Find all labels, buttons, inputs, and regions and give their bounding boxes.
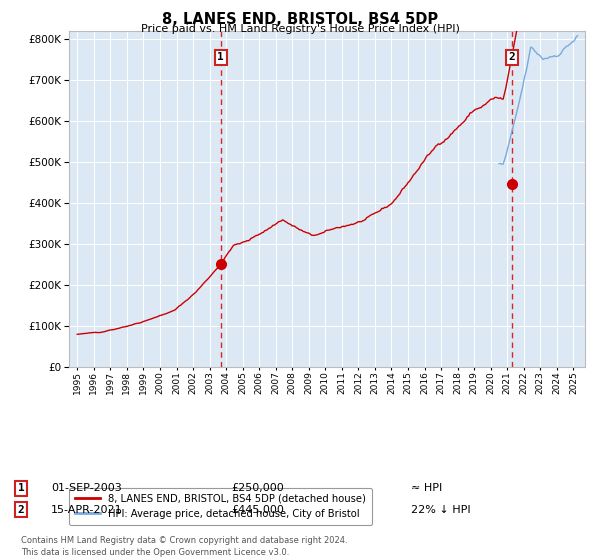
Text: 2: 2 <box>17 505 25 515</box>
Text: Contains HM Land Registry data © Crown copyright and database right 2024.
This d: Contains HM Land Registry data © Crown c… <box>21 536 347 557</box>
Text: £445,000: £445,000 <box>231 505 284 515</box>
Text: 1: 1 <box>217 53 224 62</box>
Text: £250,000: £250,000 <box>231 483 284 493</box>
Text: 1: 1 <box>17 483 25 493</box>
Text: 22% ↓ HPI: 22% ↓ HPI <box>411 505 470 515</box>
Text: Price paid vs. HM Land Registry's House Price Index (HPI): Price paid vs. HM Land Registry's House … <box>140 24 460 34</box>
Text: 8, LANES END, BRISTOL, BS4 5DP: 8, LANES END, BRISTOL, BS4 5DP <box>162 12 438 27</box>
Text: 15-APR-2021: 15-APR-2021 <box>51 505 122 515</box>
Text: 01-SEP-2003: 01-SEP-2003 <box>51 483 122 493</box>
Legend: 8, LANES END, BRISTOL, BS4 5DP (detached house), HPI: Average price, detached ho: 8, LANES END, BRISTOL, BS4 5DP (detached… <box>69 488 372 525</box>
Text: ≈ HPI: ≈ HPI <box>411 483 442 493</box>
Text: 2: 2 <box>509 53 515 62</box>
